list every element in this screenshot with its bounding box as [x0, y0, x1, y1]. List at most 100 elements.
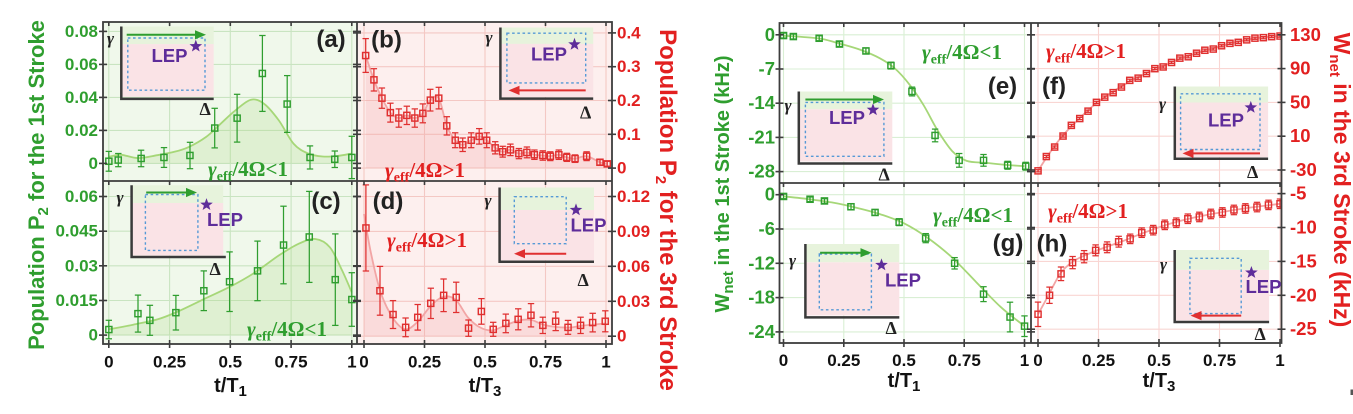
- svg-text:1: 1: [1020, 351, 1029, 370]
- svg-text:1: 1: [601, 353, 610, 372]
- svg-text:(c): (c): [311, 188, 340, 215]
- svg-text:0.3: 0.3: [617, 57, 641, 76]
- svg-text:1: 1: [347, 353, 356, 372]
- svg-text:(d): (d): [373, 188, 404, 215]
- svg-text:0.2: 0.2: [617, 91, 641, 110]
- svg-text:Population P2 for the 1st Stro: Population P2 for the 1st Stroke: [24, 20, 52, 350]
- svg-text:0.25: 0.25: [1082, 351, 1115, 370]
- svg-text:0.75: 0.75: [529, 353, 562, 372]
- svg-text:0.75: 0.75: [1203, 351, 1236, 370]
- svg-text:(h): (h): [1037, 231, 1068, 258]
- svg-text:0.1: 0.1: [617, 125, 641, 144]
- svg-text:γeff/4Ω<1: γeff/4Ω<1: [933, 203, 1013, 231]
- svg-text:LEP: LEP: [885, 270, 921, 291]
- svg-text:0.04: 0.04: [65, 88, 99, 107]
- svg-text:LEP: LEP: [207, 209, 243, 230]
- svg-text:0.25: 0.25: [153, 353, 186, 372]
- svg-text:-30: -30: [1290, 159, 1317, 180]
- svg-text:-12: -12: [748, 252, 775, 273]
- svg-text:130: 130: [1290, 24, 1321, 45]
- svg-text:γ: γ: [486, 28, 494, 47]
- svg-text:0.4: 0.4: [617, 23, 641, 42]
- svg-text:0: 0: [104, 353, 113, 372]
- svg-text:0: 0: [779, 351, 788, 370]
- svg-text:LEP: LEP: [531, 44, 567, 65]
- svg-text:Δ: Δ: [886, 318, 897, 338]
- svg-text:-15: -15: [1290, 250, 1317, 271]
- svg-text:-24: -24: [748, 321, 775, 342]
- svg-text:γeff/4Ω>1: γeff/4Ω>1: [1046, 39, 1126, 67]
- svg-text:-25: -25: [1290, 318, 1317, 339]
- svg-text:0: 0: [1033, 351, 1042, 370]
- svg-text:0.06: 0.06: [617, 257, 650, 276]
- svg-text:γeff/4Ω>1: γeff/4Ω>1: [1048, 199, 1128, 227]
- svg-text:0.12: 0.12: [617, 187, 650, 206]
- svg-text:γ: γ: [785, 96, 793, 115]
- svg-text:Δ: Δ: [1247, 162, 1258, 182]
- svg-text:LEP: LEP: [829, 107, 865, 128]
- svg-text:90: 90: [1290, 58, 1311, 79]
- svg-text:0.03: 0.03: [65, 256, 98, 275]
- svg-text:-21: -21: [748, 126, 775, 147]
- svg-text:(f): (f): [1042, 73, 1066, 100]
- svg-text:(a): (a): [316, 26, 345, 53]
- svg-text:Δ: Δ: [879, 165, 890, 185]
- svg-text:-20: -20: [1290, 284, 1317, 305]
- svg-text:-10: -10: [1290, 217, 1317, 238]
- svg-text:Wnet in the 3rd Stroke (kHz): Wnet in the 3rd Stroke (kHz): [1326, 33, 1353, 328]
- svg-text:0.25: 0.25: [408, 353, 441, 372]
- svg-text:Δ: Δ: [210, 259, 221, 279]
- svg-text:0: 0: [89, 154, 98, 173]
- svg-text:50: 50: [1290, 91, 1311, 112]
- svg-text:Population P2 for the 3rd Stro: Population P2 for the 3rd Stroke: [652, 29, 681, 391]
- svg-text:-28: -28: [748, 161, 775, 182]
- svg-text:γeff/4Ω>1: γeff/4Ω>1: [387, 228, 467, 256]
- svg-text:γ: γ: [789, 251, 797, 270]
- svg-text:1: 1: [1275, 351, 1284, 370]
- svg-text:Δ: Δ: [200, 99, 211, 119]
- svg-text:LEP: LEP: [1208, 110, 1244, 131]
- svg-text:0: 0: [765, 184, 775, 205]
- svg-text:LEP: LEP: [571, 215, 607, 236]
- svg-text:0.015: 0.015: [55, 291, 98, 310]
- svg-text:-18: -18: [748, 287, 775, 308]
- svg-text:(g): (g): [993, 230, 1024, 257]
- svg-text:0.75: 0.75: [948, 351, 981, 370]
- svg-text:0.045: 0.045: [55, 222, 98, 241]
- svg-text:(e): (e): [988, 73, 1017, 100]
- svg-text:0.75: 0.75: [275, 353, 308, 372]
- svg-text:γ: γ: [1160, 255, 1168, 274]
- svg-text:Wnet in the 1st Stroke (kHz): Wnet in the 1st Stroke (kHz): [712, 56, 737, 313]
- svg-text:0: 0: [359, 353, 368, 372]
- svg-text:0.03: 0.03: [617, 292, 650, 311]
- svg-text:0.5: 0.5: [473, 353, 497, 372]
- svg-text:0.5: 0.5: [1147, 351, 1171, 370]
- svg-text:0: 0: [617, 327, 626, 346]
- svg-text:γeff/4Ω>1: γeff/4Ω>1: [385, 158, 465, 186]
- svg-text:γeff/4Ω<1: γeff/4Ω<1: [247, 317, 327, 345]
- svg-text:γeff/4Ω<1: γeff/4Ω<1: [922, 40, 1002, 68]
- svg-text:0.25: 0.25: [827, 351, 860, 370]
- svg-text:0: 0: [765, 24, 775, 45]
- svg-text:0.02: 0.02: [65, 121, 98, 140]
- svg-text:-6: -6: [759, 218, 775, 239]
- svg-text:γeff/4Ω<1: γeff/4Ω<1: [208, 157, 288, 185]
- svg-text:γ: γ: [485, 191, 493, 210]
- svg-text:(b): (b): [371, 27, 402, 54]
- svg-text:0: 0: [617, 159, 626, 178]
- svg-text:Δ: Δ: [580, 103, 591, 123]
- svg-text:0.06: 0.06: [65, 187, 98, 206]
- svg-text:γ: γ: [117, 188, 125, 207]
- svg-text:0.08: 0.08: [65, 22, 98, 41]
- svg-text:Δ: Δ: [578, 270, 589, 290]
- svg-text:γ: γ: [1159, 95, 1167, 114]
- svg-text:-5: -5: [1290, 183, 1306, 204]
- svg-text:0.5: 0.5: [892, 351, 916, 370]
- svg-text:-7: -7: [759, 58, 775, 79]
- svg-text:0: 0: [89, 326, 98, 345]
- svg-text:LEP: LEP: [152, 45, 188, 66]
- svg-text:γ: γ: [107, 29, 115, 48]
- svg-text:0.5: 0.5: [218, 353, 242, 372]
- svg-text:LEP: LEP: [1246, 276, 1282, 297]
- svg-text:Δ: Δ: [1255, 324, 1266, 344]
